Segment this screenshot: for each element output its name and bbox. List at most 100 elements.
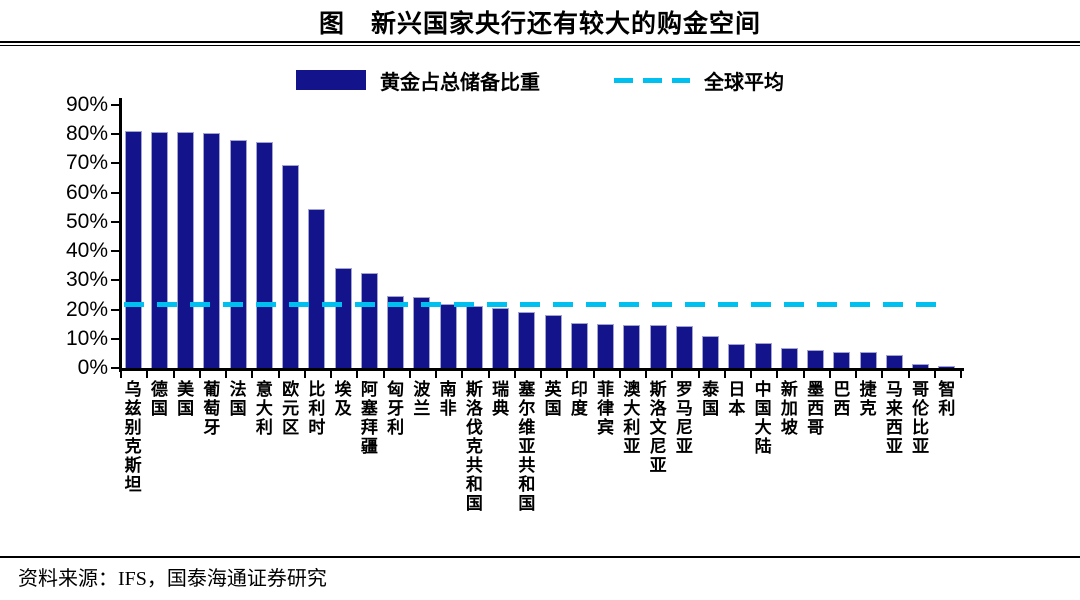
bar-斯洛伐克共和国 xyxy=(465,306,483,368)
bar-比利时 xyxy=(308,209,326,368)
x-tick xyxy=(881,371,884,378)
x-tick xyxy=(198,371,201,378)
x-tick xyxy=(540,371,542,378)
x-axis-label-墨西哥: 墨西哥 xyxy=(807,380,825,437)
x-tick xyxy=(146,371,149,378)
bar-阿塞拜疆 xyxy=(360,273,378,368)
x-axis-label-罗马尼亚: 罗马尼亚 xyxy=(675,380,693,456)
x-axis-label-葡萄牙: 葡萄牙 xyxy=(203,380,221,437)
chart-legend: 黄金占总储备比重 全球平均 xyxy=(0,64,1080,96)
x-tick xyxy=(855,371,857,378)
legend-average-label: 全球平均 xyxy=(704,71,784,94)
x-tick xyxy=(225,371,227,378)
x-axis-label-斯洛文尼亚: 斯洛文尼亚 xyxy=(649,380,667,475)
y-tick xyxy=(111,337,119,340)
y-tick xyxy=(111,162,119,165)
plot-area xyxy=(120,105,960,368)
y-axis-line xyxy=(119,98,122,372)
bar-新加坡 xyxy=(780,348,798,368)
bar-瑞典 xyxy=(492,307,510,368)
bar-波兰 xyxy=(413,297,431,368)
x-axis-label-德国: 德国 xyxy=(150,380,168,418)
x-tick xyxy=(303,371,306,378)
x-tick xyxy=(382,371,385,378)
x-tick xyxy=(828,371,831,378)
legend-average-dash-icon xyxy=(614,77,690,83)
source-note: 资料来源：IFS，国泰海通证券研究 xyxy=(18,568,327,590)
y-tick xyxy=(111,279,119,282)
x-axis-label-美国: 美国 xyxy=(177,380,195,418)
y-tick xyxy=(111,367,119,369)
global-average-line xyxy=(124,302,948,308)
x-tick xyxy=(120,371,122,378)
x-tick xyxy=(251,371,254,378)
bar-菲律宾 xyxy=(597,323,615,368)
y-axis-label-70%: 70% xyxy=(65,151,108,175)
bar-斯洛文尼亚 xyxy=(649,325,667,368)
legend-bar-label: 黄金占总储备比重 xyxy=(380,71,540,94)
x-tick xyxy=(592,371,595,378)
y-tick xyxy=(111,308,119,311)
x-tick xyxy=(330,371,332,378)
x-tick xyxy=(671,371,674,378)
x-tick xyxy=(750,371,752,378)
x-axis-label-日本: 日本 xyxy=(728,380,746,418)
x-axis-label-澳大利亚: 澳大利亚 xyxy=(623,380,641,456)
y-axis-label-80%: 80% xyxy=(65,122,108,146)
x-axis-label-埃及: 埃及 xyxy=(334,380,352,418)
legend-bar-swatch xyxy=(296,70,366,90)
x-axis-labels: 乌兹别克斯坦德国美国葡萄牙法国意大利欧元区比利时埃及阿塞拜疆匈牙利波兰南非斯洛伐… xyxy=(120,380,960,595)
bar-欧元区 xyxy=(282,164,300,368)
y-axis-label-0%: 0% xyxy=(77,356,108,379)
x-axis-label-斯洛伐克共和国: 斯洛伐克共和国 xyxy=(465,380,483,513)
bar-捷克 xyxy=(859,352,877,368)
bar-英国 xyxy=(544,314,562,368)
bar-罗马尼亚 xyxy=(675,325,693,368)
bar-墨西哥 xyxy=(807,349,825,368)
y-axis-label-40%: 40% xyxy=(65,239,108,263)
x-axis-label-法国: 法国 xyxy=(229,380,247,418)
x-tick xyxy=(461,371,464,378)
bar-巴西 xyxy=(833,351,851,368)
bar-日本 xyxy=(728,344,746,368)
x-axis-label-英国: 英国 xyxy=(544,380,562,418)
y-axis-label-60%: 60% xyxy=(65,180,108,204)
x-tick xyxy=(960,371,962,378)
y-axis-label-90%: 90% xyxy=(65,93,108,116)
y-axis-label-10%: 10% xyxy=(65,326,108,350)
bar-泰国 xyxy=(702,336,720,368)
x-axis-label-智利: 智利 xyxy=(938,380,956,418)
x-tick xyxy=(277,371,280,378)
x-tick xyxy=(697,371,700,378)
x-tick xyxy=(408,371,411,378)
bar-葡萄牙 xyxy=(203,133,221,368)
y-tick xyxy=(111,191,119,194)
bar-智利 xyxy=(938,365,956,368)
x-tick xyxy=(172,371,175,378)
bar-美国 xyxy=(177,131,195,368)
x-axis-label-波兰: 波兰 xyxy=(413,380,431,418)
x-axis-label-乌兹别克斯坦: 乌兹别克斯坦 xyxy=(124,380,142,494)
y-axis-label-50%: 50% xyxy=(65,209,108,233)
bar-乌兹别克斯坦 xyxy=(124,131,142,368)
x-tick xyxy=(645,371,647,378)
x-axis-label-中国大陆: 中国大陆 xyxy=(754,380,772,456)
x-axis-line xyxy=(119,368,964,371)
bar-埃及 xyxy=(334,267,352,368)
x-axis-label-新加坡: 新加坡 xyxy=(780,380,798,437)
y-tick xyxy=(111,104,119,106)
x-axis-label-捷克: 捷克 xyxy=(859,380,877,418)
y-axis-label-30%: 30% xyxy=(65,268,108,292)
x-tick xyxy=(487,371,490,378)
bar-哥伦比亚 xyxy=(912,363,930,368)
x-tick xyxy=(435,371,437,378)
x-tick xyxy=(802,371,805,378)
y-tick xyxy=(111,133,119,136)
x-tick xyxy=(907,371,910,378)
bar-意大利 xyxy=(255,142,273,368)
bar-印度 xyxy=(570,323,588,368)
y-tick xyxy=(111,250,119,253)
x-tick xyxy=(566,371,569,378)
title-divider-line xyxy=(0,41,1080,46)
